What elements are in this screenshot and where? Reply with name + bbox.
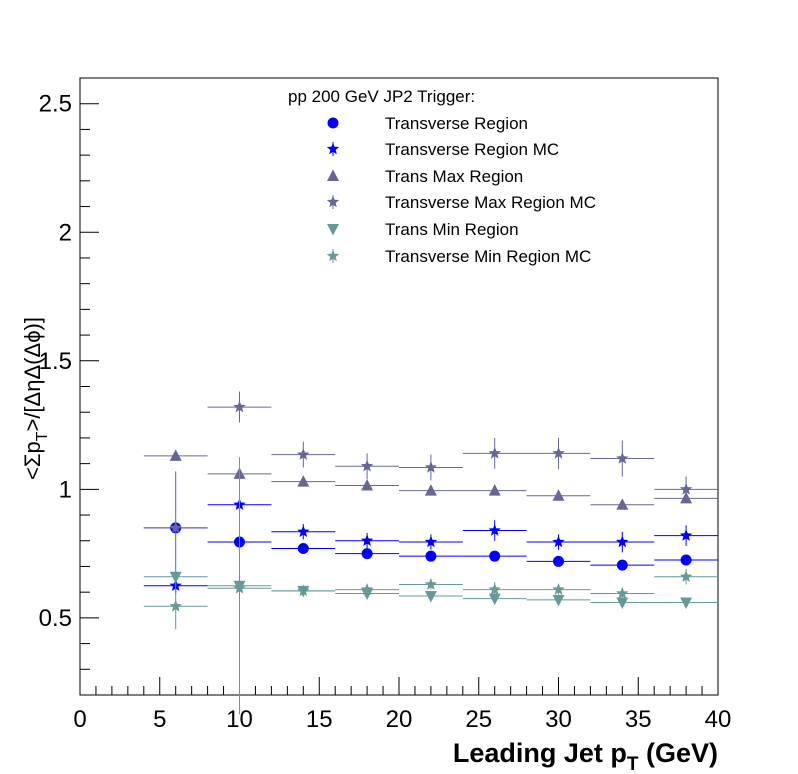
data-point xyxy=(488,446,501,459)
x-tick-label: 35 xyxy=(625,706,652,733)
legend-title: pp 200 GeV JP2 Trigger: xyxy=(288,87,475,106)
data-point xyxy=(680,597,693,609)
x-tick-label: 5 xyxy=(153,706,166,733)
x-tick-label: 0 xyxy=(73,706,86,733)
series-3 xyxy=(143,391,718,585)
y-tick-label: 1.5 xyxy=(39,348,72,375)
x-tick-label: 15 xyxy=(306,706,333,733)
data-point xyxy=(616,498,629,510)
legend-marker xyxy=(327,224,339,236)
data-point xyxy=(169,599,182,612)
y-axis-title-part1: <Σp xyxy=(20,441,45,480)
data-point xyxy=(169,521,182,534)
data-point xyxy=(425,550,437,562)
y-tick-label: 1 xyxy=(59,476,72,503)
data-point xyxy=(488,524,501,536)
x-tick-label: 25 xyxy=(465,706,492,733)
data-point xyxy=(360,534,374,546)
data-point xyxy=(424,461,438,473)
data-point xyxy=(297,448,310,460)
data-point xyxy=(488,484,501,496)
data-point xyxy=(360,583,374,595)
legend-marker xyxy=(327,117,339,129)
data-point xyxy=(616,587,629,599)
data-layer xyxy=(143,391,718,715)
data-point xyxy=(488,593,501,606)
data-point xyxy=(361,548,373,560)
axis-ticks: 0 5 10 15 20 25 30 35 400.511.522.5 xyxy=(39,77,732,733)
data-point xyxy=(616,597,629,609)
legend-entry-label: Trans Min Region xyxy=(385,220,519,239)
legend: pp 200 GeV JP2 Trigger: Transverse Regio… xyxy=(288,87,596,266)
data-point xyxy=(169,449,182,461)
data-point xyxy=(489,550,501,562)
data-point xyxy=(553,555,564,567)
data-point xyxy=(360,459,374,472)
data-point xyxy=(679,529,693,541)
data-point xyxy=(297,475,310,487)
x-axis-title: Leading Jet pT (GeV) xyxy=(453,738,718,774)
data-point xyxy=(424,484,437,496)
y-axis-title-part2: >/[ΔηΔ(Δϕ)] xyxy=(20,317,45,431)
y-tick-label: 2 xyxy=(59,219,72,246)
data-point xyxy=(552,535,565,548)
data-point xyxy=(616,559,628,571)
data-point xyxy=(552,489,565,501)
data-point xyxy=(297,584,310,597)
data-point xyxy=(616,535,629,548)
data-point xyxy=(680,554,692,566)
legend-entry-label: Transverse Region xyxy=(385,114,528,133)
y-axis-title: <ΣpT>/[ΔηΔ(Δϕ)] xyxy=(20,317,51,480)
data-point xyxy=(488,583,501,595)
legend-entry-label: Transverse Min Region MC xyxy=(385,247,591,266)
series-0 xyxy=(143,522,718,571)
data-point xyxy=(552,594,565,607)
data-point xyxy=(233,400,246,413)
x-axis-title-sub: T xyxy=(627,754,639,774)
x-tick-label: 30 xyxy=(545,706,572,733)
data-point xyxy=(361,478,374,491)
plot-frame xyxy=(79,77,719,696)
y-tick-label: 2.5 xyxy=(39,91,72,118)
data-point xyxy=(552,446,565,459)
data-point xyxy=(424,535,438,548)
data-point xyxy=(552,583,565,595)
y-axis-title-sub: T xyxy=(34,431,51,441)
data-point xyxy=(297,525,310,537)
x-tick-label: 40 xyxy=(705,706,732,733)
x-axis-title-main: Leading Jet p xyxy=(453,738,627,768)
legend-marker xyxy=(327,169,339,181)
y-tick-label: 0.5 xyxy=(39,605,72,632)
series-5 xyxy=(143,569,718,630)
data-point xyxy=(297,542,309,554)
x-tick-label: 20 xyxy=(386,706,413,733)
data-point xyxy=(424,578,438,590)
data-point xyxy=(616,452,629,464)
data-point xyxy=(424,591,437,603)
legend-entry-label: Trans Max Region xyxy=(385,167,523,186)
legend-entry-label: Transverse Max Region MC xyxy=(385,193,596,212)
legend-entry-label: Transverse Region MC xyxy=(385,140,559,159)
data-point xyxy=(679,570,693,582)
data-point xyxy=(679,482,693,495)
data-point xyxy=(169,571,182,584)
data-point xyxy=(233,581,246,594)
x-axis-title-tail: (GeV) xyxy=(638,738,718,768)
